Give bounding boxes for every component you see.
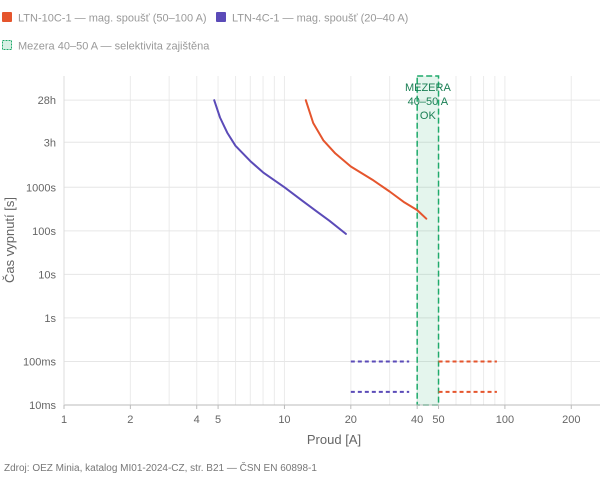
x-axis-title: Proud [A] [307, 432, 361, 447]
legend-swatch-2 [216, 12, 226, 22]
y-axis-title: Čas vypnutí [s] [2, 197, 17, 283]
legend-label-2: LTN-4C-1 — mag. spoušť (20–40 A) [232, 13, 408, 25]
series-1-thermal-curve [304, 99, 428, 220]
selectivity-band-rect [416, 75, 440, 406]
x-tick-label-1: 1 [61, 414, 67, 426]
band-label-2: 40–50 A [408, 96, 449, 108]
grid [63, 76, 600, 406]
series-layer [213, 99, 497, 393]
series-2-thermal-curve [213, 99, 347, 235]
y-tick-label-1000s: 1000s [26, 182, 56, 194]
x-tick-label-200: 200 [562, 414, 580, 426]
x-tick-label-5: 5 [215, 414, 221, 426]
band-label-3: OK [420, 110, 437, 122]
x-tick-label-10: 10 [278, 414, 290, 426]
y-tick-label-100ms: 100ms [23, 356, 57, 368]
legend-swatch-band [2, 40, 12, 50]
legend: LTN-10C-1 — mag. spoušť (50–100 A) LTN-4C… [2, 12, 408, 53]
y-tick-label-3h: 3h [44, 137, 56, 149]
legend-label-3: Mezera 40–50 A — selektivita zajištěna [18, 41, 210, 53]
x-tick-label-50: 50 [432, 414, 444, 426]
x-tick-label-2: 2 [127, 414, 133, 426]
x-tick-label-20: 20 [345, 414, 357, 426]
x-tick-label-100: 100 [496, 414, 514, 426]
source-note: Zdroj: OEZ Minia, katalog MI01-2024-CZ, … [4, 461, 317, 474]
legend-label-1: LTN-10C-1 — mag. spoušť (50–100 A) [18, 13, 207, 25]
y-tick-label-10s: 10s [38, 269, 56, 281]
band-label-1: MEZERA [405, 82, 452, 94]
selectivity-band: MEZERA 40–50 A OK [405, 75, 452, 406]
y-tick-label-1s: 1s [44, 313, 56, 325]
legend-swatch-1 [2, 12, 12, 22]
y-tick-label-28h: 28h [38, 95, 56, 107]
y-tick-label-100s: 100s [32, 226, 56, 238]
x-tick-label-4: 4 [194, 414, 200, 426]
y-tick-label-10ms: 10ms [29, 400, 56, 412]
axes: 1 2 4 5 10 20 40 50 100 200 10ms 100ms 1s 10s 100s 1000… [23, 76, 600, 426]
x-tick-label-40: 40 [411, 414, 423, 426]
